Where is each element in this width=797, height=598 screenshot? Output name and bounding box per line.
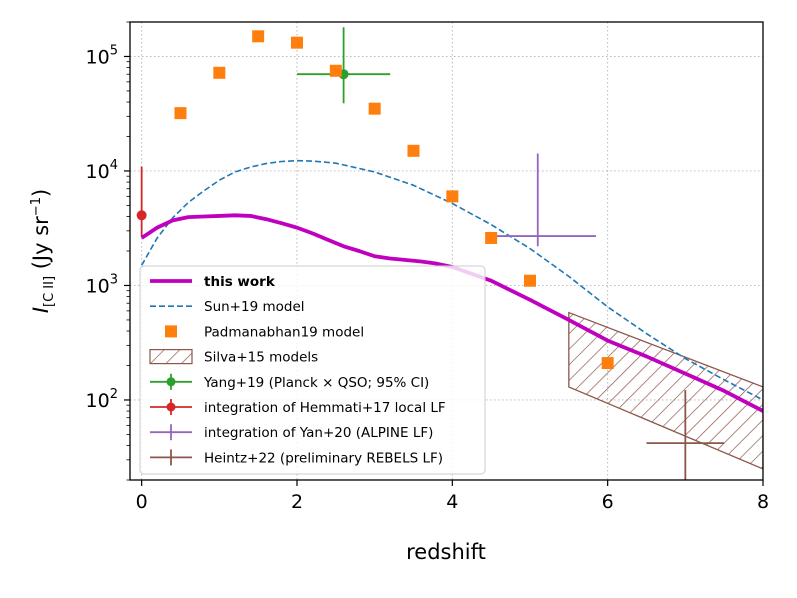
x-tick-label: 2 [291, 491, 303, 513]
sun19-line [140, 159, 763, 401]
legend-entry-label: this work [204, 274, 276, 290]
padmanabhan-point [368, 102, 381, 115]
padmanabhan-point [252, 30, 265, 43]
legend-entry-label: Sun+19 model [204, 299, 305, 315]
silva-region [568, 311, 763, 470]
legend-handle-point [166, 377, 176, 387]
x-tick-label: 8 [757, 491, 769, 513]
y-tick-label: 104 [86, 158, 118, 183]
ticks: 0 2 4 6 8 102 103 104 105 [86, 21, 769, 513]
padmanabhan-point [290, 36, 303, 49]
legend-handle-point [166, 402, 176, 412]
errorbar-point [136, 210, 147, 221]
padmanabhan-point [407, 144, 420, 157]
padmanabhan-point [601, 357, 614, 370]
padmanabhan-point [485, 231, 498, 244]
x-axis-label: redshift [406, 540, 486, 564]
y-tick-label: 105 [86, 43, 118, 68]
legend: this work Sun+19 model Padmanabhan19 model… [139, 265, 486, 475]
padmanabhan-point [329, 64, 342, 77]
legend-entry-label: integration of Yan+20 (ALPINE LF) [204, 425, 433, 441]
x-tick-label: 6 [602, 491, 614, 513]
legend-entry-label: Padmanabhan19 model [204, 324, 364, 340]
padmanabhan-point [213, 66, 226, 79]
legend-box [139, 265, 486, 475]
x-tick-label: 4 [446, 491, 458, 513]
x-tick-label: 0 [136, 491, 148, 513]
legend-handle-square [165, 325, 177, 338]
y-axis-label: I[C II] (Jy sr−1) [29, 189, 57, 313]
padmanabhan-point [174, 107, 187, 120]
y-tick-label: 103 [86, 272, 118, 297]
padmanabhan-point [523, 274, 536, 287]
this-work-line [140, 213, 763, 413]
legend-entry-label: Heintz+22 (preliminary REBELS LF) [204, 450, 443, 466]
plot-area [136, 27, 763, 480]
legend-entry-label: Yang+19 (Planck × QSO; 95% CI) [203, 375, 429, 391]
y-tick-label: 102 [86, 387, 118, 412]
legend-entry-label: Silva+15 models [204, 350, 318, 366]
padmanabhan-point [446, 190, 459, 203]
legend-handle-hatch [149, 349, 193, 365]
legend-entry-label: integration of Hemmati+17 local LF [204, 400, 446, 416]
